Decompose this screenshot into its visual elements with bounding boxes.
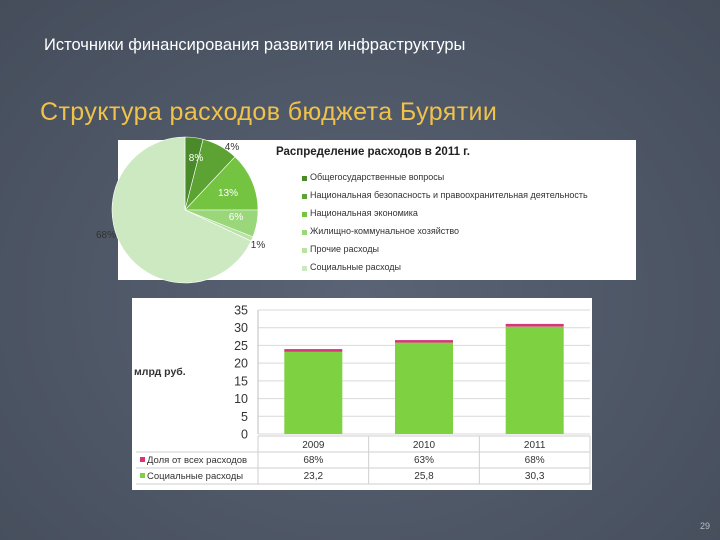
legend-label: Жилищно-коммунальное хозяйство: [310, 226, 460, 236]
pie-legend: Общегосударственные вопросы Национальная …: [302, 172, 642, 280]
legend-item: Национальная экономика: [302, 208, 642, 226]
pie-chart-title: Распределение расходов в 2011 г.: [276, 146, 471, 158]
legend-swatch: [302, 194, 307, 199]
legend-swatch: [302, 248, 307, 253]
legend-item: Социальные расходы: [302, 262, 642, 280]
legend-label: Прочие расходы: [310, 244, 379, 254]
legend-swatch: [302, 212, 307, 217]
legend-swatch: [302, 266, 307, 271]
legend-item: Прочие расходы: [302, 244, 642, 262]
slide-header: Источники финансирования развития инфрас…: [44, 36, 466, 54]
slide-title: Структура расходов бюджета Бурятии: [40, 98, 498, 126]
bar-y-axis-label: млрд руб.: [134, 366, 186, 378]
legend-label: Национальная экономика: [310, 208, 418, 218]
legend-swatch: [302, 230, 307, 235]
legend-label: Социальные расходы: [310, 262, 402, 272]
legend-item: Национальная безопасность и правоохранит…: [302, 190, 642, 208]
legend-item: Жилищно-коммунальное хозяйство: [302, 226, 642, 244]
legend-swatch: [302, 176, 307, 181]
legend-label: Национальная безопасность и правоохранит…: [310, 190, 588, 200]
bar-chart-panel: [132, 298, 592, 490]
legend-item: Общегосударственные вопросы: [302, 172, 642, 190]
legend-label: Общегосударственные вопросы: [310, 172, 445, 182]
page-number: 29: [699, 521, 710, 531]
